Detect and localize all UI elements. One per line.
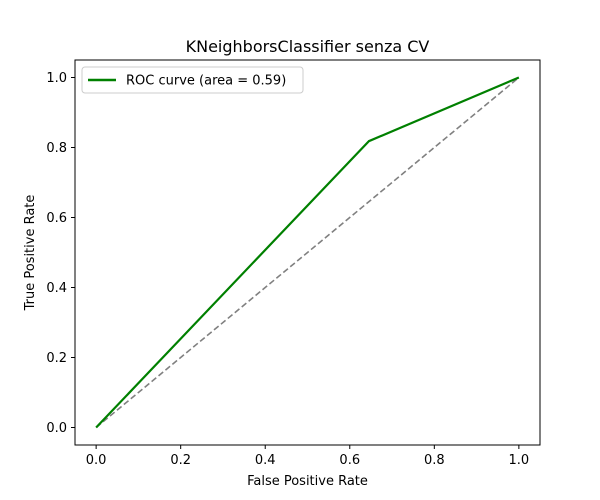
x-axis-label: False Positive Rate [247,474,368,489]
y-tick-label: 0.6 [46,211,67,226]
x-tick-label: 0.0 [86,453,107,468]
legend: ROC curve (area = 0.59) [81,66,304,94]
y-axis: 0.0 0.2 0.4 0.6 0.8 1.0 [46,71,75,436]
series-layer [95,76,520,429]
x-tick-label: 0.4 [255,453,276,468]
y-tick-label: 0.8 [46,141,67,156]
y-axis-label: True Positive Rate [23,195,38,312]
x-tick-label: 0.2 [170,453,191,468]
legend-entry-roc-curve: ROC curve (area = 0.59) [126,74,286,89]
series-line-baseline [95,76,520,429]
y-tick-label: 1.0 [46,71,67,86]
series-line-roc-curve [95,76,520,429]
x-tick-label: 1.0 [509,453,530,468]
x-axis: 0.0 0.2 0.4 0.6 0.8 1.0 [86,445,529,468]
legend-box [81,66,304,94]
chart-title: KNeighborsClassifier senza CV [186,37,430,56]
x-tick-label: 0.8 [424,453,445,468]
y-tick-label: 0.0 [46,421,67,436]
y-tick-label: 0.2 [46,351,67,366]
y-tick-label: 0.4 [46,281,67,296]
x-tick-label: 0.6 [339,453,360,468]
